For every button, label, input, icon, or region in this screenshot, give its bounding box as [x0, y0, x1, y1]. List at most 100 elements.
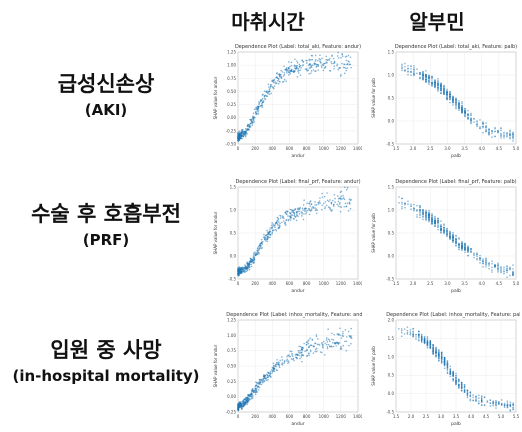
scatter-point	[460, 385, 463, 388]
scatter-point	[350, 66, 352, 69]
scatter-point	[302, 61, 304, 63]
scatter-point	[331, 332, 333, 335]
scatter-point	[263, 381, 265, 383]
scatter-point	[497, 130, 499, 132]
scatter-point	[296, 62, 299, 64]
row-label-aki: 급성신손상 (AKI)	[0, 70, 212, 122]
scatter-point	[257, 245, 260, 248]
scatter-point	[343, 198, 346, 201]
scatter-point	[274, 226, 276, 229]
scatter-point	[296, 208, 299, 210]
x-tick-label: 2.5	[427, 281, 434, 286]
scatter-point	[319, 197, 321, 199]
scatter-point	[431, 84, 433, 86]
scatter-point	[449, 235, 451, 238]
scatter-point	[431, 79, 433, 81]
scatter-point	[264, 94, 267, 97]
scatter-point	[247, 394, 250, 397]
scatter-point	[488, 267, 490, 270]
scatter-point	[452, 372, 454, 374]
scatter-point	[281, 356, 283, 358]
plot-title: Dependence Plot (Label: total_aki, Featu…	[395, 44, 517, 50]
y-tick-label: 1.25	[227, 50, 236, 55]
scatter-point	[264, 98, 267, 100]
scatter-point	[277, 77, 280, 80]
scatter-point	[429, 346, 432, 349]
scatter-point	[269, 234, 272, 236]
scatter-point	[286, 360, 288, 362]
scatter-point	[467, 246, 469, 249]
scatter-point	[255, 113, 258, 116]
scatter-point	[470, 250, 472, 253]
scatter-point	[426, 341, 429, 344]
scatter-point	[512, 408, 514, 411]
scatter-point	[321, 208, 323, 211]
scatter-point	[286, 358, 289, 361]
scatter-point	[491, 266, 493, 269]
scatter-point	[244, 134, 247, 137]
scatter-point	[434, 85, 436, 87]
scatter-point	[342, 332, 344, 335]
scatter-point	[489, 402, 492, 405]
scatter-point	[455, 103, 457, 105]
scatter-point	[503, 266, 505, 269]
scatter-point	[263, 90, 266, 92]
scatter-point	[303, 199, 305, 201]
scatter-point	[339, 334, 341, 337]
scatter-point	[267, 376, 269, 379]
scatter-point	[272, 87, 275, 90]
scatter-point	[256, 108, 259, 111]
scatter-point	[398, 327, 400, 330]
scatter-point	[278, 366, 281, 369]
scatter-point	[342, 335, 344, 338]
scatter-point	[509, 405, 512, 408]
scatter-point	[401, 69, 403, 72]
scatter-point	[297, 215, 299, 218]
scatter-point	[246, 124, 249, 127]
scatter-point	[452, 380, 454, 382]
scatter-point	[305, 67, 308, 70]
scatter-point	[455, 238, 457, 241]
scatter-point	[413, 208, 415, 211]
scatter-point	[461, 108, 463, 111]
scatter-point	[302, 209, 304, 211]
scatter-point	[298, 63, 301, 66]
scatter-point	[311, 207, 313, 209]
scatter-point	[287, 74, 290, 76]
scatter-point	[337, 68, 339, 71]
scatter-point	[298, 66, 301, 68]
scatter-point	[260, 238, 263, 241]
row-label-mortality-ko: 입원 중 사망	[50, 338, 162, 362]
scatter-point	[446, 98, 448, 101]
scatter-point	[274, 222, 277, 224]
scatter-point	[449, 95, 451, 97]
scatter-point	[302, 204, 305, 206]
scatter-point	[483, 396, 486, 398]
scatter-point	[343, 205, 346, 208]
scatter-point	[346, 202, 349, 205]
scatter-point	[428, 214, 430, 216]
plot-title: Dependence Plot (Label: final_prf, Featu…	[395, 179, 516, 185]
scatter-point	[473, 252, 475, 254]
scatter-point	[455, 98, 457, 100]
scatter-point	[276, 369, 278, 372]
scatter-point	[245, 129, 248, 131]
scatter-point	[494, 266, 496, 269]
scatter-point	[425, 73, 427, 76]
scatter-point	[409, 333, 412, 336]
y-axis-label: SHAP value for andur	[213, 344, 218, 387]
scatter-point	[309, 349, 312, 352]
x-tick-label: 600	[286, 146, 294, 151]
scatter-point	[432, 348, 434, 351]
scatter-point	[455, 235, 457, 237]
y-tick-label: 0.0	[388, 254, 395, 259]
scatter-point	[470, 112, 472, 115]
scatter-point	[292, 355, 294, 358]
scatter-point	[342, 344, 345, 347]
scatter-point	[271, 86, 274, 88]
scatter-point	[258, 101, 260, 103]
scatter-point	[271, 222, 273, 224]
scatter-point	[251, 387, 254, 390]
scatter-point	[299, 352, 301, 354]
scatter-point	[305, 62, 308, 64]
